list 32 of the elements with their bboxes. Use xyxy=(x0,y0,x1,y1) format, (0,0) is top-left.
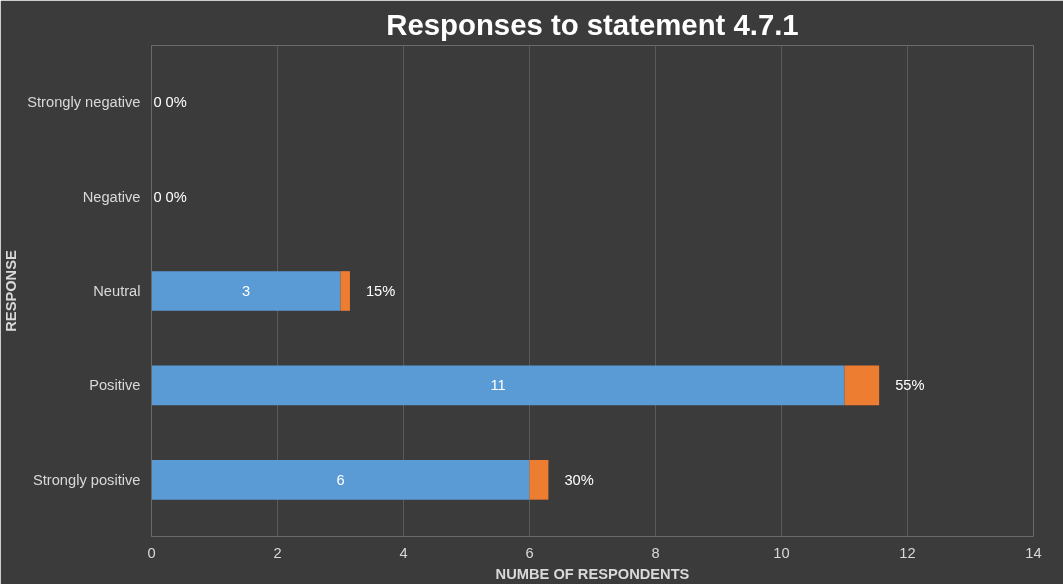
y-tick-label: Strongly negative xyxy=(27,94,141,111)
y-axis-title: RESPONSE xyxy=(3,250,20,332)
bar xyxy=(529,460,549,500)
bar xyxy=(151,460,530,500)
data-label: 0% xyxy=(165,188,187,205)
x-tick-label: 4 xyxy=(399,544,408,561)
x-tick-label: 14 xyxy=(1025,544,1042,561)
y-tick-label: Neutral xyxy=(93,283,141,299)
y-tick-label: Strongly positive xyxy=(32,471,141,488)
data-label: 0% xyxy=(165,94,187,111)
x-axis-title: NUMBE OF RESPONDENTS xyxy=(495,565,690,582)
data-label: 3 xyxy=(241,283,251,299)
x-tick-label: 2 xyxy=(273,544,282,561)
x-tick-label: 10 xyxy=(773,544,790,561)
x-tick-label: 6 xyxy=(525,544,534,561)
bar xyxy=(844,365,880,406)
data-label: 30% xyxy=(564,471,594,488)
x-tick-label: 12 xyxy=(899,544,916,561)
bar xyxy=(340,271,350,311)
data-label: 15% xyxy=(365,283,396,299)
data-label: 6 xyxy=(336,471,345,488)
y-tick-label: Negative xyxy=(82,188,141,205)
data-label: 0 xyxy=(153,188,162,205)
x-tick-label: 0 xyxy=(147,544,156,561)
x-tick-label: 8 xyxy=(651,544,660,561)
bar xyxy=(151,271,341,311)
chart-title: Responses to statement 4.7.1 xyxy=(386,7,799,41)
data-label: 11 xyxy=(490,377,506,394)
y-tick-label: Positive xyxy=(89,377,141,394)
data-label: 0 xyxy=(153,94,162,111)
data-label: 55% xyxy=(895,377,925,394)
bar xyxy=(151,365,845,406)
